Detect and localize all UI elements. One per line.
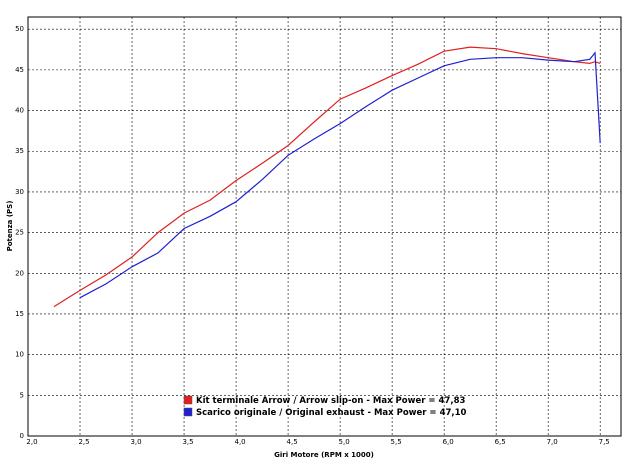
legend-swatch xyxy=(183,395,193,405)
y-tick-label: 40 xyxy=(15,107,24,115)
line-series xyxy=(79,51,601,299)
legend-entry: Kit terminale Arrow / Arrow slip-on - Max… xyxy=(196,396,465,406)
legend-power-text: - Max Power = xyxy=(367,408,436,418)
y-tick-label: 5 xyxy=(20,391,24,399)
x-tick-label: 6,5 xyxy=(495,438,506,446)
plot-area xyxy=(27,16,622,437)
y-tick-label: 10 xyxy=(15,351,24,359)
x-tick-label: 3,0 xyxy=(130,438,141,446)
legend-max-power: 47,10 xyxy=(440,408,467,418)
legend-power-text: - Max Power = xyxy=(366,396,435,406)
y-tick-label: 15 xyxy=(15,310,24,318)
y-axis-label: Potenza (PS) xyxy=(6,201,14,252)
y-tick-label: 45 xyxy=(15,66,24,74)
x-tick-label: 5,5 xyxy=(391,438,402,446)
legend-entry: Scarico originale / Original exhaust - Ma… xyxy=(196,408,467,418)
legend-swatch xyxy=(183,407,193,417)
x-axis-label: Giri Motore (RPM x 1000) xyxy=(274,451,374,459)
x-tick-label: 5,0 xyxy=(339,438,350,446)
y-tick-label: 30 xyxy=(15,188,24,196)
y-tick-label: 50 xyxy=(15,25,24,33)
x-tick-label: 4,5 xyxy=(287,438,298,446)
y-tick-label: 0 xyxy=(20,432,24,440)
y-tick-label: 25 xyxy=(15,229,24,237)
x-tick-label: 2,5 xyxy=(78,438,89,446)
x-tick-label: 6,0 xyxy=(443,438,454,446)
legend-max-power: 47,83 xyxy=(439,396,466,406)
y-tick-label: 20 xyxy=(15,269,24,277)
legend-name: Kit terminale Arrow / Arrow slip-on xyxy=(196,396,363,406)
x-tick-label: 2,0 xyxy=(26,438,37,446)
y-tick-label: 35 xyxy=(15,147,24,155)
line-series xyxy=(53,46,601,308)
legend-name: Scarico originale / Original exhaust xyxy=(196,408,364,418)
x-tick-label: 4,0 xyxy=(234,438,245,446)
x-tick-label: 7,0 xyxy=(547,438,558,446)
x-tick-label: 7,5 xyxy=(599,438,610,446)
x-tick-label: 3,5 xyxy=(182,438,193,446)
